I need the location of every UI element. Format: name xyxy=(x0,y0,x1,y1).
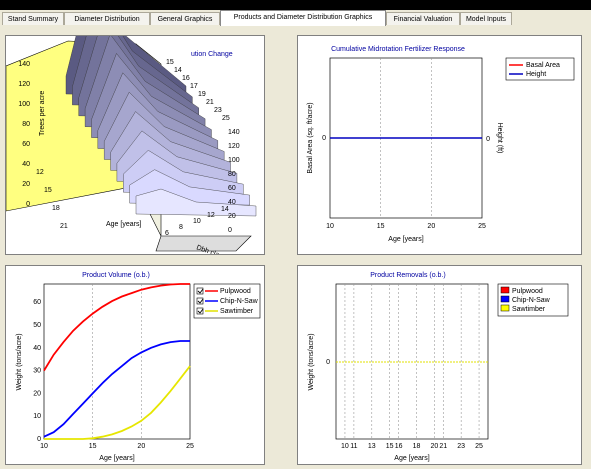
fert-y2-tick: 0 xyxy=(486,134,490,141)
fert-x-tick: 10 xyxy=(326,223,334,230)
chart3d-right-tick: 80 xyxy=(228,171,236,178)
content-panel: ution Change Trees per acre Age [years] … xyxy=(0,27,591,469)
rem-x-tick: 16 xyxy=(395,443,403,450)
rem-x-tick: 15 xyxy=(386,443,394,450)
chart3d-back-tick: 15 xyxy=(166,59,174,66)
chart3d-dbh-tick: 10 xyxy=(193,218,201,225)
rem-x-tick: 23 xyxy=(457,443,465,450)
chart3d-zlabel: Trees per acre xyxy=(39,91,46,136)
vol-xlabel: Age [years] xyxy=(99,455,134,462)
chart3d-back-tick: 25 xyxy=(222,115,230,122)
chart3d-age-tick: 15 xyxy=(44,187,52,194)
rem-title: Product Removals (o.b.) xyxy=(370,272,445,279)
chart3d-age-tick: 18 xyxy=(52,205,60,212)
tab-diameter-distribution[interactable]: Diameter Distribution xyxy=(64,12,150,25)
vol-x-tick: 20 xyxy=(137,443,145,450)
chart3d-back-tick: 23 xyxy=(214,107,222,114)
legend-chipnsaw: Chip-N-Saw xyxy=(220,298,259,305)
chart3d-dbh-tick: 8 xyxy=(179,224,183,231)
chart3d-z-tick: 100 xyxy=(18,101,30,108)
fert-x-tick: 25 xyxy=(478,223,486,230)
fert-y-tick: 0 xyxy=(322,135,326,142)
legend-rem-pulpwood: Pulpwood xyxy=(512,288,543,295)
vol-legend: Pulpwood Chip-N-Saw Sawtimber xyxy=(194,284,260,318)
tab-financial-valuation[interactable]: Financial Valuation xyxy=(386,12,460,25)
chart3d-dbh-tick: 14 xyxy=(221,206,229,213)
chart3d-z-tick: 20 xyxy=(22,181,30,188)
rem-y-tick: 0 xyxy=(326,359,330,366)
rem-ylabel: Weight (tons/acre) xyxy=(308,333,315,390)
product-volume-chart: Product Volume (o.b.) 0 10 20 30 40 50 60 10 15… xyxy=(5,265,265,465)
vol-x-tick: 10 xyxy=(40,443,48,450)
vol-y-tick: 20 xyxy=(33,390,41,397)
fert-x-tick: 20 xyxy=(427,223,435,230)
vol-y-tick: 30 xyxy=(33,368,41,375)
chart3d-right-tick: 120 xyxy=(228,143,240,150)
vol-y-tick: 60 xyxy=(33,299,41,306)
legend-rem-chipnsaw: Chip-N-Saw xyxy=(512,297,551,304)
rem-x-tick: 11 xyxy=(350,443,357,450)
legend-pulpwood: Pulpwood xyxy=(220,288,251,295)
chart3d-z-tick: 0 xyxy=(26,201,30,208)
tab-products-diameter-graphics[interactable]: Products and Diameter Distribution Graph… xyxy=(220,10,386,26)
tab-stand-summary[interactable]: Stand Summary xyxy=(2,12,64,25)
tab-general-graphics[interactable]: General Graphics xyxy=(150,12,220,25)
rem-x-tick: 10 xyxy=(341,443,349,450)
legend-height: Height xyxy=(526,71,546,78)
chart3d-back-tick: 14 xyxy=(174,67,182,74)
chart3d-back-tick: 17 xyxy=(190,83,198,90)
vol-y-tick: 10 xyxy=(33,413,41,420)
vol-title: Product Volume (o.b.) xyxy=(82,272,150,279)
chart3d-dbh-tick: 6 xyxy=(165,230,169,237)
vol-x-tick: 15 xyxy=(89,443,97,450)
fertilizer-response-chart: Cumulative Midrotation Fertilizer Respon… xyxy=(297,35,582,255)
legend-rem-sawtimber: Sawtimber xyxy=(512,306,546,313)
chart3d-right-tick: 0 xyxy=(228,227,232,234)
fert-y2label: Height (ft) xyxy=(496,123,503,154)
vol-y-tick: 40 xyxy=(33,345,41,352)
chart3d-back-tick: 19 xyxy=(198,91,206,98)
tab-bar: Stand Summary Diameter Distribution Gene… xyxy=(0,10,591,27)
chart3d-back-tick: 21 xyxy=(206,99,214,106)
rem-x-tick: 21 xyxy=(439,443,447,450)
chart3d-back-tick: 16 xyxy=(182,75,190,82)
diameter-distribution-3d-chart: ution Change Trees per acre Age [years] … xyxy=(5,35,265,255)
chart3d-z-tick: 120 xyxy=(18,81,30,88)
vol-y-tick: 50 xyxy=(33,322,41,329)
chart3d-z-tick: 140 xyxy=(18,61,30,68)
chart3d-right-tick: 20 xyxy=(228,213,236,220)
rem-x-tick: 25 xyxy=(475,443,483,450)
chart3d-z-tick: 80 xyxy=(22,121,30,128)
chart3d-right-tick: 60 xyxy=(228,185,236,192)
fert-legend: Basal Area Height xyxy=(506,58,574,80)
chart3d-right-tick: 140 xyxy=(228,129,240,136)
rem-x-tick: 18 xyxy=(413,443,421,450)
fert-xlabel: Age [years] xyxy=(388,236,423,243)
chart3d-right-tick: 100 xyxy=(228,157,240,164)
fert-x-tick: 15 xyxy=(377,223,385,230)
rem-x-tick: 13 xyxy=(368,443,376,450)
legend-basal-area: Basal Area xyxy=(526,62,560,69)
chart3d-right-tick: 40 xyxy=(228,199,236,206)
chart3d-z-tick: 40 xyxy=(22,161,30,168)
chart3d-age-tick: 21 xyxy=(60,223,68,230)
vol-ylabel: Weight (tons/acre) xyxy=(16,333,23,390)
rem-xlabel: Age [years] xyxy=(394,455,429,462)
fert-ylabel: Basal Area (sq. ft/acre) xyxy=(307,102,314,173)
product-removals-chart: Product Removals (o.b.) 0 Weight (tons/a… xyxy=(297,265,582,465)
chart3d-age-tick: 12 xyxy=(36,169,44,176)
vol-y-tick: 0 xyxy=(37,436,41,443)
legend-sawtimber: Sawtimber xyxy=(220,308,254,315)
chart3d-xlabel: Age [years] xyxy=(106,221,141,228)
chart3d-title: ution Change xyxy=(191,51,233,58)
fert-title: Cumulative Midrotation Fertilizer Respon… xyxy=(331,46,465,53)
vol-x-tick: 25 xyxy=(186,443,194,450)
chart3d-dbh-tick: 12 xyxy=(207,212,215,219)
tab-model-inputs[interactable]: Model Inputs xyxy=(460,12,512,25)
rem-legend: Pulpwood Chip-N-Saw Sawtimber xyxy=(498,284,568,316)
chart3d-z-tick: 60 xyxy=(22,141,30,148)
rem-x-tick: 20 xyxy=(430,443,438,450)
